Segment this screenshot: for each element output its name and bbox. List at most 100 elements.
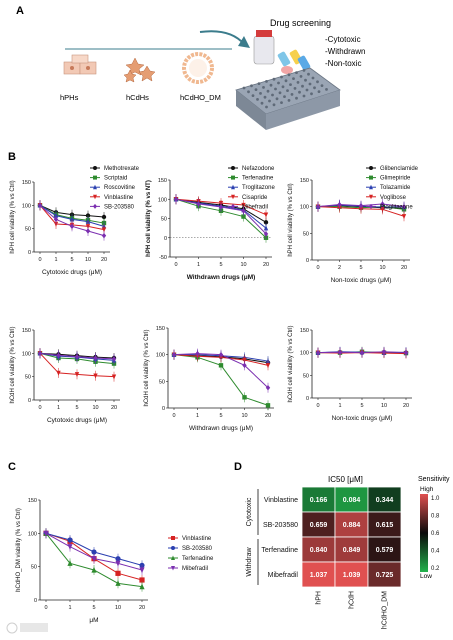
data-point <box>74 353 80 360</box>
data-point <box>56 370 61 376</box>
data-point <box>91 566 97 573</box>
well <box>296 81 300 84</box>
x-tick-label: 10 <box>379 265 385 271</box>
data-point <box>139 583 145 590</box>
data-point <box>37 202 43 209</box>
well <box>257 82 261 85</box>
col-label: hCdHO_DM <box>382 591 389 629</box>
data-point <box>369 166 373 170</box>
y-tick-label: 0 <box>306 396 309 402</box>
cell-value: 0.840 <box>310 547 328 554</box>
well <box>260 101 264 105</box>
data-point <box>53 216 59 223</box>
x-axis-label: Cytotoxic drugs (μM) <box>42 269 102 276</box>
data-point <box>359 349 365 356</box>
x-tick-label: 20 <box>263 262 269 268</box>
x-tick-label: 1 <box>68 605 71 611</box>
data-point <box>67 544 73 550</box>
outcome-cytotoxic: -Cytotoxic <box>325 35 361 44</box>
organoid-icon <box>182 52 214 84</box>
colorbar-tick-label: 1.0 <box>431 496 440 502</box>
data-point <box>37 350 43 357</box>
outcome-withdrawn: -Withdrawn <box>325 47 365 56</box>
legend-label: SB-203580 <box>104 204 135 210</box>
cell-value: 0.344 <box>376 497 394 504</box>
colorbar-tick-label: 0.4 <box>431 549 440 555</box>
legend-label: Scriptaid <box>104 176 127 182</box>
well <box>262 86 265 89</box>
well <box>304 78 307 82</box>
legend-label: Vinblastine <box>104 195 134 201</box>
well <box>283 95 286 98</box>
hcdh-cells-icon <box>123 57 156 83</box>
data-point <box>218 351 224 358</box>
y-tick-label: -50 <box>159 255 167 261</box>
outcome-non-toxic: -Non-toxic <box>325 59 361 68</box>
y-tick-label: 0 <box>306 258 309 264</box>
row-label: SB-203580 <box>263 522 298 529</box>
drug-bottles-icon <box>253 30 311 74</box>
y-tick-label: 0 <box>34 598 37 604</box>
chart-hcdh-nontoxic: 0 50 100 150 0 1 5 10 20 Non-toxic drugs (μM) hCdH… <box>288 325 412 422</box>
well <box>284 79 288 83</box>
data-point <box>380 201 385 207</box>
heatmap-cell <box>367 561 402 588</box>
x-tick-label: 20 <box>403 403 409 409</box>
data-point <box>241 214 246 219</box>
data-point <box>241 208 246 214</box>
x-tick-label: 10 <box>240 262 246 268</box>
cell-value: 0.659 <box>310 522 328 529</box>
panel-letter-c: C <box>8 461 16 473</box>
y-axis-label: hPH cell viability (% vs NT) <box>146 180 152 257</box>
colorbar: 1.0 0.8 0.6 0.4 0.2 <box>420 494 440 572</box>
x-tick-label: 10 <box>241 413 247 419</box>
col-label: hPH <box>316 591 323 605</box>
y-axis-label: hCdH cell viability (% vs Ctrl) <box>144 329 150 406</box>
x-tick-label: 2 <box>338 265 341 271</box>
cell-value: 0.849 <box>343 547 361 554</box>
well <box>317 90 321 93</box>
x-tick-label: 20 <box>139 605 145 611</box>
well <box>266 89 270 93</box>
y-tick-label: 150 <box>156 326 165 332</box>
data-point <box>93 203 97 209</box>
well <box>281 85 285 89</box>
data-point <box>263 231 269 237</box>
x-tick-label: 20 <box>401 265 407 271</box>
data-point <box>263 225 269 231</box>
well <box>292 77 295 80</box>
data-point <box>67 560 73 566</box>
data-point <box>115 560 121 567</box>
colorbar-tick-label: 0.6 <box>431 531 440 537</box>
y-tick-label: 150 <box>22 328 31 334</box>
x-axis-label: μM <box>89 617 98 624</box>
data-point <box>337 201 342 208</box>
cell-value: 0.725 <box>376 572 394 579</box>
data-point <box>231 166 235 170</box>
y-tick-label: 50 <box>159 379 165 385</box>
data-point <box>218 204 224 210</box>
data-point <box>265 403 271 408</box>
y-tick-label: 150 <box>300 328 309 334</box>
well <box>295 96 298 100</box>
legend-label: Terfenadine <box>242 176 274 182</box>
chart-hcdh-withdrawn: 0 50 100 150 0 1 5 10 20 Withdrawn drugs (μM) hCdH… <box>144 326 274 432</box>
data-point <box>101 214 107 220</box>
data-point <box>69 223 75 230</box>
well <box>302 94 306 98</box>
arrow-head-icon <box>238 36 250 48</box>
well <box>316 80 319 84</box>
y-tick-label: 150 <box>28 498 37 504</box>
legend-label: Cisapride <box>242 195 268 201</box>
well <box>265 80 268 83</box>
legend-label: Roscovitine <box>104 185 136 191</box>
data-point <box>101 232 107 239</box>
y-tick-label: 150 <box>158 178 167 184</box>
watermark-logo <box>6 622 48 634</box>
data-point <box>315 349 321 356</box>
x-tick-label: 20 <box>265 413 271 419</box>
well <box>289 83 292 86</box>
x-tick-label: 5 <box>360 403 363 409</box>
data-point <box>337 349 343 355</box>
legend-label: Terfenadine <box>182 556 214 562</box>
